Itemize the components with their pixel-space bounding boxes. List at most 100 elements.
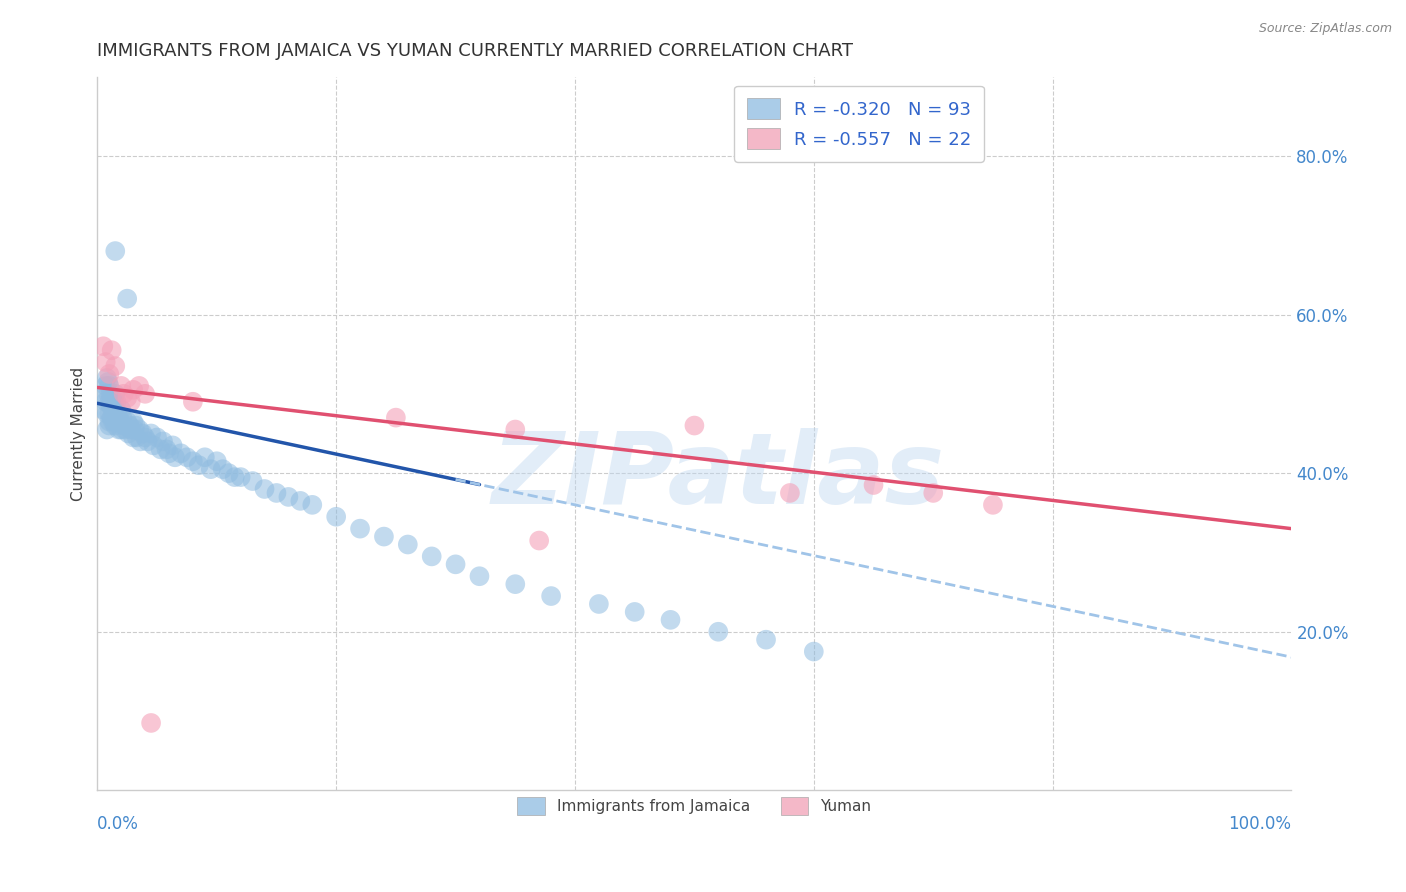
- Point: [125, 430, 148, 444]
- Text: 100.0%: 100.0%: [1229, 815, 1292, 833]
- Point: [94, 355, 117, 369]
- Point: [104, 418, 127, 433]
- Point: [98, 418, 121, 433]
- Point: [134, 387, 156, 401]
- Point: [108, 423, 131, 437]
- Point: [134, 430, 156, 444]
- Point: [112, 387, 135, 401]
- Point: [349, 522, 371, 536]
- Point: [396, 537, 419, 551]
- Point: [98, 407, 121, 421]
- Point: [373, 530, 395, 544]
- Point: [242, 474, 264, 488]
- Point: [104, 387, 127, 401]
- Point: [170, 446, 193, 460]
- Text: ZIPatlas: ZIPatlas: [492, 428, 945, 524]
- Point: [588, 597, 610, 611]
- Point: [122, 430, 145, 444]
- Text: IMMIGRANTS FROM JAMAICA VS YUMAN CURRENTLY MARRIED CORRELATION CHART: IMMIGRANTS FROM JAMAICA VS YUMAN CURRENT…: [97, 42, 853, 60]
- Point: [659, 613, 682, 627]
- Point: [120, 423, 142, 437]
- Point: [108, 415, 131, 429]
- Point: [100, 410, 122, 425]
- Point: [779, 486, 801, 500]
- Point: [91, 339, 114, 353]
- Point: [103, 410, 125, 425]
- Point: [132, 426, 155, 441]
- Point: [527, 533, 550, 548]
- Point: [129, 434, 152, 449]
- Point: [98, 367, 121, 381]
- Point: [683, 418, 706, 433]
- Point: [97, 375, 120, 389]
- Point: [707, 624, 730, 639]
- Point: [112, 418, 135, 433]
- Point: [420, 549, 443, 564]
- Point: [218, 466, 240, 480]
- Point: [444, 558, 467, 572]
- Point: [200, 462, 222, 476]
- Point: [503, 423, 526, 437]
- Point: [325, 509, 347, 524]
- Point: [187, 458, 209, 473]
- Point: [181, 454, 204, 468]
- Point: [540, 589, 562, 603]
- Y-axis label: Currently Married: Currently Married: [72, 367, 86, 500]
- Point: [862, 478, 884, 492]
- Point: [118, 418, 141, 433]
- Point: [142, 438, 165, 452]
- Point: [104, 402, 127, 417]
- Point: [124, 423, 146, 437]
- Point: [115, 391, 138, 405]
- Point: [224, 470, 246, 484]
- Point: [96, 371, 118, 385]
- Point: [97, 387, 120, 401]
- Point: [385, 410, 408, 425]
- Point: [152, 434, 174, 449]
- Point: [139, 715, 162, 730]
- Point: [205, 454, 228, 468]
- Point: [101, 415, 124, 429]
- Point: [107, 407, 129, 421]
- Point: [110, 379, 132, 393]
- Point: [981, 498, 1004, 512]
- Legend: Immigrants from Jamaica, Yuman: Immigrants from Jamaica, Yuman: [506, 787, 882, 826]
- Text: 0.0%: 0.0%: [97, 815, 139, 833]
- Point: [98, 379, 121, 393]
- Point: [290, 494, 312, 508]
- Point: [100, 343, 122, 358]
- Point: [266, 486, 288, 500]
- Point: [301, 498, 323, 512]
- Point: [115, 292, 138, 306]
- Point: [157, 446, 180, 460]
- Point: [114, 423, 136, 437]
- Point: [94, 379, 117, 393]
- Point: [211, 462, 233, 476]
- Point: [922, 486, 945, 500]
- Point: [623, 605, 645, 619]
- Point: [96, 407, 118, 421]
- Point: [162, 438, 184, 452]
- Point: [110, 423, 132, 437]
- Point: [277, 490, 299, 504]
- Point: [91, 387, 114, 401]
- Point: [98, 415, 121, 429]
- Point: [176, 450, 198, 465]
- Point: [194, 450, 217, 465]
- Point: [139, 426, 162, 441]
- Point: [146, 430, 169, 444]
- Point: [108, 410, 131, 425]
- Point: [117, 426, 139, 441]
- Point: [122, 383, 145, 397]
- Point: [100, 387, 122, 401]
- Point: [136, 434, 159, 449]
- Point: [128, 379, 150, 393]
- Point: [91, 402, 114, 417]
- Point: [100, 399, 122, 413]
- Point: [105, 415, 128, 429]
- Point: [253, 482, 276, 496]
- Point: [128, 423, 150, 437]
- Point: [155, 442, 177, 457]
- Point: [103, 394, 125, 409]
- Point: [181, 394, 204, 409]
